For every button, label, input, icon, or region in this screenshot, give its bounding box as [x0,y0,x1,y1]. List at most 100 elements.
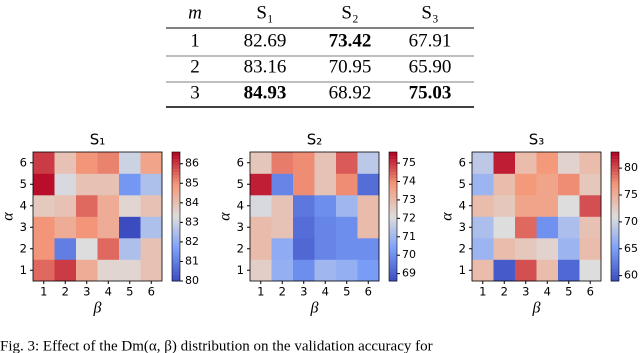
colorbar-segment [389,264,397,269]
heatmap-cell [119,216,141,239]
heatmap-cell [140,238,163,260]
heatmap-cell [33,152,55,174]
colorbar-segment [172,261,180,266]
x-tick-label: 6 [587,285,594,299]
heatmap-title: S₁ [90,131,106,149]
heatmap-cell [493,195,516,217]
heatmap-cell [472,259,494,282]
table-cell: 75.03 [409,82,452,103]
y-tick-label: 2 [237,241,244,255]
colorbar-tick-label: 84 [185,196,199,209]
colorbar-segment [611,274,619,279]
heatmap-cell [271,238,294,260]
colorbar-segment [172,229,180,234]
colorbar-segment [611,164,619,169]
colorbar-segment [172,277,180,282]
heatmap-title: S₂ [307,131,323,149]
x-tick-label: 5 [565,285,572,299]
heatmap-cell [515,173,537,196]
heatmap-cell [250,259,272,282]
colorbar-segment [172,158,180,163]
colorbar-segment [172,248,180,253]
heatmap-cell [357,216,380,239]
heatmap-cell [357,259,380,282]
colorbar-segment [389,239,397,243]
x-tick-label: 6 [365,285,372,299]
heatmap-frame [32,151,163,282]
heatmap-cell [314,216,337,239]
colorbar-segment [389,197,397,201]
heatmap-cell [54,173,77,196]
colorbar-segment [611,174,619,179]
y-axis-label: α [0,212,17,221]
heatmap-cell [250,195,272,217]
colorbar-tick-label: 72 [402,211,416,224]
heatmap-cell [119,259,141,282]
colorbar-segment [389,155,397,159]
heatmap-cell [493,216,516,239]
colorbar-segment [611,155,619,159]
y-axis-label: α [439,212,456,221]
colorbar-segment [611,171,619,176]
colorbar-tick-label: 81 [185,254,199,267]
colorbar-segment [611,229,619,234]
colorbar-segment [172,258,180,263]
colorbar-segment [172,268,180,272]
heatmap-cell [579,238,602,260]
x-tick-label: 3 [83,285,90,299]
colorbar-tick-label: 80 [185,274,199,287]
heatmap-cell [271,195,294,217]
heatmap-cell [33,195,55,217]
heatmap-cell [536,238,559,260]
x-tick-label: 5 [126,285,133,299]
heatmap-frame [471,151,602,282]
colorbar-segment [611,268,619,272]
colorbar-segment [389,161,397,166]
heatmap-cell [97,173,120,196]
table-header: S₂ [341,2,358,23]
heatmap-cell [336,152,358,174]
colorbar-tick-label: 86 [185,157,199,170]
table-cell: 84.93 [244,82,287,103]
heatmap-cell [140,259,163,282]
heatmap-cell [336,195,358,217]
colorbar-segment [389,190,397,195]
heatmap-cell [271,216,294,239]
colorbar-segment [389,268,397,272]
heatmap-cell [336,173,358,196]
colorbar-segment [389,274,397,279]
colorbar-segment [611,248,619,253]
colorbar-segment [389,213,397,217]
colorbar-segment [172,161,180,166]
colorbar-segment [172,193,180,198]
x-axis-label: β [532,300,541,317]
colorbar-segment [389,255,397,259]
colorbar-segment [611,277,619,282]
x-tick-label: 2 [501,285,508,299]
table-cell: 2 [190,56,200,77]
colorbar-segment [611,264,619,269]
colorbar-segment [389,174,397,179]
heatmap-cell [271,173,294,196]
heatmap-cell [536,216,559,239]
colorbar-segment [389,181,397,185]
y-tick-label: 2 [459,241,466,255]
heatmap-cell [54,216,77,239]
colorbar-frame [610,151,620,282]
heatmap-cell [97,238,120,260]
table-cell: 73.42 [329,30,372,51]
heatmap-cell [536,152,559,174]
colorbar-tick-label: 75 [624,188,638,201]
heatmap-cell [97,216,120,239]
colorbar-segment [172,242,180,247]
colorbar-segment [172,184,180,188]
colorbar-segment [172,164,180,169]
x-tick-label: 2 [62,285,69,299]
heatmap-cell [140,152,163,174]
heatmap-cell [515,195,537,217]
table-cell: 67.91 [409,30,452,51]
x-tick-label: 3 [522,285,529,299]
heatmap-cell [140,173,163,196]
colorbar-segment [611,203,619,208]
table-cell: 68.92 [329,82,372,103]
